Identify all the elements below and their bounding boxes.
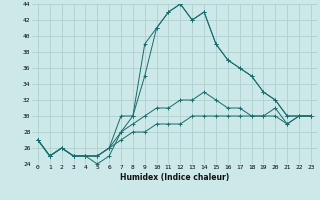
X-axis label: Humidex (Indice chaleur): Humidex (Indice chaleur) (120, 173, 229, 182)
